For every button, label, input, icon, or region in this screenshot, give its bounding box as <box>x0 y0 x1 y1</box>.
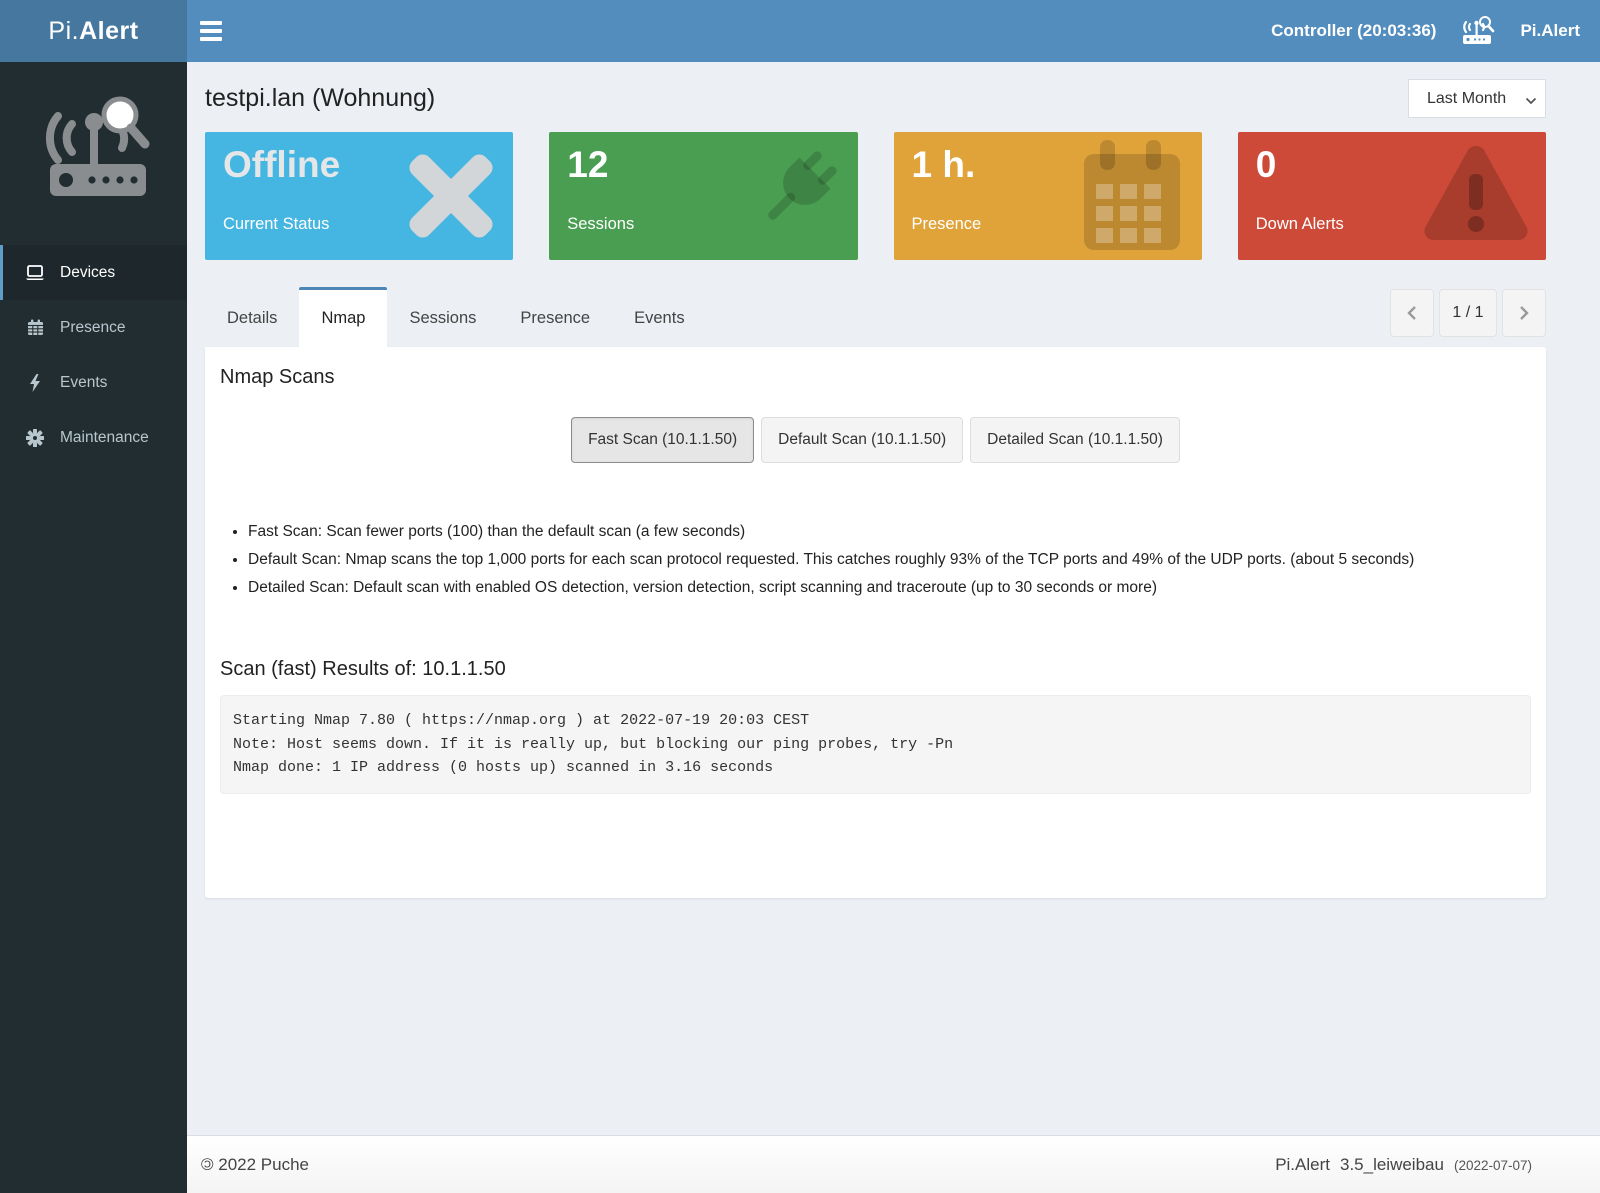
bolt-icon <box>24 373 46 392</box>
tab-presence[interactable]: Presence <box>520 309 591 327</box>
sidebar-item-label: Events <box>60 373 108 391</box>
card-value: 0 <box>1255 144 1277 185</box>
tab-sessions[interactable]: Sessions <box>409 309 477 327</box>
nmap-output: Starting Nmap 7.80 ( https://nmap.org ) … <box>220 695 1531 794</box>
footer-release-date: (2022-07-07) <box>1453 1157 1532 1173</box>
navbar-app-name[interactable]: Pi.Alert <box>1520 21 1580 40</box>
card-value: 1 h. <box>911 144 976 185</box>
status-cards: Offline Current Status 12 Sessions <box>205 132 1546 260</box>
sidebar-item-presence[interactable]: Presence <box>0 300 187 355</box>
scan-note: Detailed Scan: Default scan with enabled… <box>248 579 1531 597</box>
scan-notes-list: Fast Scan: Scan fewer ports (100) than t… <box>248 523 1531 596</box>
brand-logo[interactable]: Pi.Alert <box>0 0 187 62</box>
card-value: Offline <box>223 144 341 185</box>
card-presence[interactable]: 1 h. Presence <box>893 132 1202 260</box>
device-tabs: Details Nmap Sessions Presence Events <box>205 287 707 347</box>
gear-icon <box>24 428 46 447</box>
sidebar-item-label: Maintenance <box>60 428 149 446</box>
navbar-main: Controller (20:03:36) <box>187 0 1600 62</box>
controller-status[interactable]: Controller (20:03:36) <box>1271 21 1437 40</box>
card-down-alerts[interactable]: 0 Down Alerts <box>1237 132 1546 260</box>
detailed-scan-button[interactable]: Detailed Scan (10.1.1.50) <box>970 417 1180 463</box>
sidebar-item-label: Presence <box>60 318 126 336</box>
card-label: Sessions <box>567 215 635 233</box>
default-scan-button[interactable]: Default Scan (10.1.1.50) <box>761 417 964 463</box>
period-select[interactable]: Last Month <box>1408 78 1546 118</box>
footer-copyright: © 2022 Puche <box>201 1154 310 1174</box>
sidebar-item-devices[interactable]: Devices <box>0 245 187 300</box>
period-select-wrap: Last Month <box>1408 78 1546 118</box>
footer-app-name: Pi.Alert <box>1275 1154 1330 1174</box>
brand-prefix: Pi. <box>48 16 80 45</box>
copyleft-icon: © <box>201 1154 214 1174</box>
pager-prev-icon[interactable] <box>1390 289 1434 337</box>
device-pager: 1 / 1 <box>1390 289 1546 337</box>
calendar-icon <box>1082 140 1182 252</box>
scan-note: Default Scan: Nmap scans the top 1,000 p… <box>248 551 1531 569</box>
router-scan-icon <box>1458 15 1498 47</box>
top-navbar: Pi.Alert Controller (20:03:36) <box>0 0 1600 62</box>
pialert-router-logo-icon <box>0 62 187 245</box>
card-sessions[interactable]: 12 Sessions <box>549 132 858 260</box>
card-current-status[interactable]: Offline Current Status <box>205 132 514 260</box>
scan-results-heading: Scan (fast) Results of: 10.1.1.50 <box>220 658 506 681</box>
sidebar-menu: Devices <box>0 245 187 465</box>
nmap-scans-heading: Nmap Scans <box>220 366 335 388</box>
card-value: 12 <box>567 144 609 185</box>
plug-icon <box>740 138 850 256</box>
footer-version: 3.5_leiweibau <box>1339 1154 1444 1174</box>
card-label: Presence <box>911 215 982 233</box>
x-icon <box>403 148 499 244</box>
page-title: testpi.lan (Wohnung) <box>205 83 436 112</box>
sidebar-item-label: Devices <box>60 263 116 281</box>
tab-events[interactable]: Events <box>634 309 685 327</box>
fast-scan-button[interactable]: Fast Scan (10.1.1.50) <box>571 417 755 463</box>
tab-nmap[interactable]: Nmap <box>299 287 388 347</box>
card-label: Current Status <box>223 215 330 233</box>
pager-position: 1 / 1 <box>1439 289 1497 337</box>
warning-icon <box>1420 142 1532 246</box>
sidebar-item-maintenance[interactable]: Maintenance <box>0 410 187 465</box>
footer: © 2022 Puche Pi.Alert 3.5_leiweibau (202… <box>187 1135 1600 1193</box>
scan-note: Fast Scan: Scan fewer ports (100) than t… <box>248 523 1531 541</box>
sidebar: Devices <box>0 62 187 1193</box>
card-label: Down Alerts <box>1255 215 1344 233</box>
sidebar-item-events[interactable]: Events <box>0 355 187 410</box>
tab-details[interactable]: Details <box>227 309 278 327</box>
brand-bold: Alert <box>79 16 139 45</box>
pager-next-icon[interactable] <box>1502 289 1546 337</box>
nmap-panel: Nmap Scans Fast Scan (10.1.1.50) Default… <box>205 347 1546 898</box>
laptop-icon <box>24 264 46 281</box>
calendar-icon <box>24 319 46 336</box>
scan-buttons: Fast Scan (10.1.1.50) Default Scan (10.1… <box>220 417 1531 463</box>
sidebar-toggle-icon[interactable] <box>187 0 235 62</box>
